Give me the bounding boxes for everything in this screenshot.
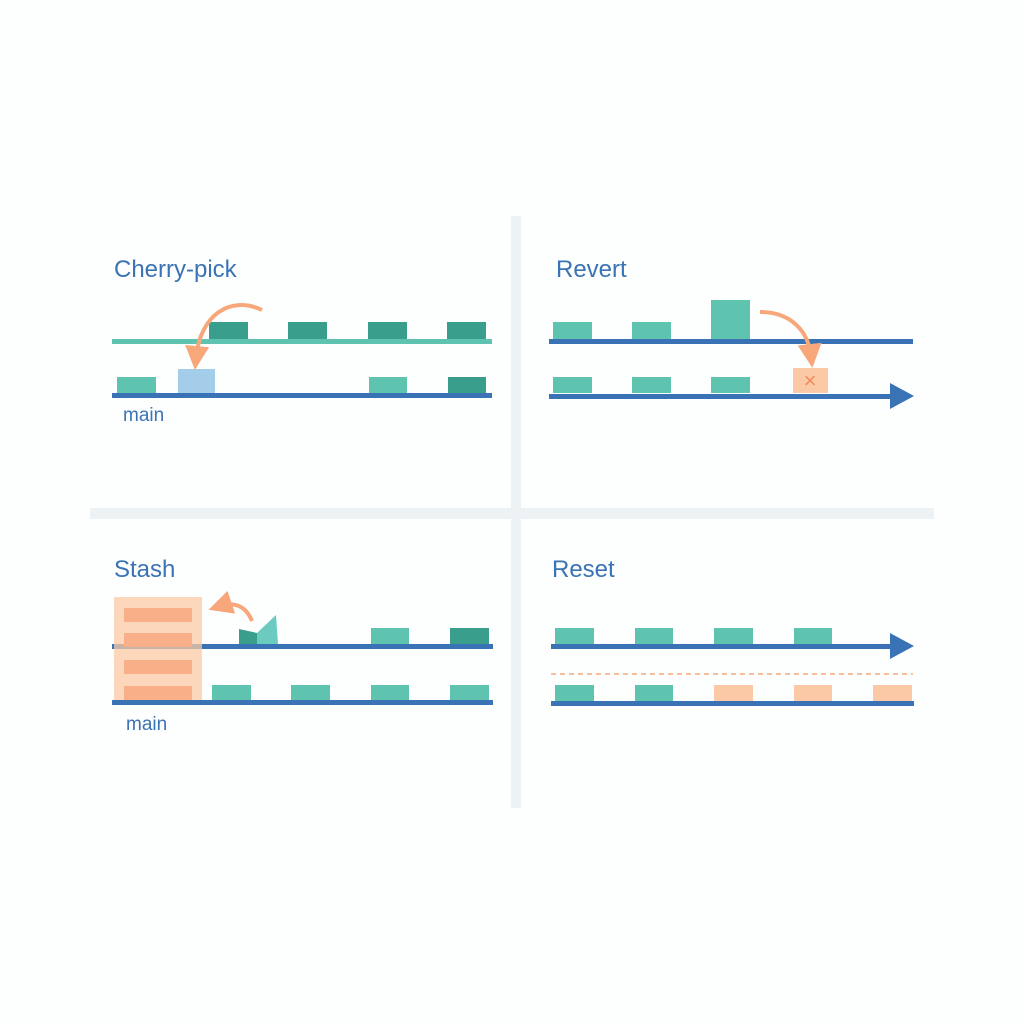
branch-line — [551, 644, 897, 649]
discarded-commit — [794, 685, 832, 701]
stashed-change — [124, 633, 192, 647]
main-branch-line — [112, 393, 492, 398]
stash-title: Stash — [114, 556, 175, 583]
stash-arrow-icon — [208, 590, 254, 622]
discarded-commit — [714, 685, 753, 701]
stashed-change — [124, 686, 192, 700]
revert-commit — [793, 368, 828, 393]
main-branch-line — [549, 394, 897, 399]
picked-commit — [178, 369, 215, 393]
commit — [368, 322, 407, 339]
commit — [371, 685, 409, 700]
cherry-pick-panel: Cherry-pick main — [112, 256, 492, 426]
stashed-change — [124, 608, 192, 622]
cherry-pick-arrow-icon — [185, 303, 263, 370]
commit — [448, 377, 486, 393]
cherry-pick-title: Cherry-pick — [114, 256, 238, 283]
arrow-head-icon — [890, 633, 914, 659]
reset-panel: Reset — [551, 556, 914, 706]
commit — [635, 685, 673, 701]
commit — [632, 322, 671, 339]
commit — [555, 628, 594, 644]
main-branch-line — [112, 700, 493, 705]
commit — [635, 628, 673, 644]
commit — [117, 377, 156, 393]
commit — [209, 322, 248, 339]
commit — [447, 322, 486, 339]
arrow-head-icon — [890, 383, 914, 409]
branch-label-main: main — [123, 405, 164, 426]
commit — [794, 628, 832, 644]
commit — [450, 685, 489, 700]
branch-line — [549, 339, 913, 344]
commit — [369, 377, 407, 393]
commit — [553, 377, 592, 393]
x-icon: × — [804, 368, 817, 393]
reset-title: Reset — [552, 556, 615, 583]
main-branch-line — [551, 701, 914, 706]
commit — [288, 322, 327, 339]
branch-line — [112, 644, 493, 649]
stash-panel: Stash main — [112, 556, 493, 735]
commit — [714, 628, 753, 644]
reverted-commit — [711, 300, 750, 339]
work-in-progress-icon — [239, 615, 278, 644]
commit — [632, 377, 671, 393]
commit — [555, 685, 594, 701]
commit — [450, 628, 489, 644]
commit — [371, 628, 409, 644]
revert-title: Revert — [556, 256, 627, 283]
revert-panel: Revert × — [549, 256, 914, 409]
commit — [711, 377, 750, 393]
feature-branch-line — [112, 339, 492, 344]
horizontal-divider — [90, 508, 934, 519]
stashed-change — [124, 660, 192, 674]
commit — [212, 685, 251, 700]
commit — [553, 322, 592, 339]
revert-arrow-icon — [759, 310, 822, 368]
discarded-commit — [873, 685, 912, 701]
branch-label-main: main — [126, 714, 167, 735]
commit — [291, 685, 330, 700]
